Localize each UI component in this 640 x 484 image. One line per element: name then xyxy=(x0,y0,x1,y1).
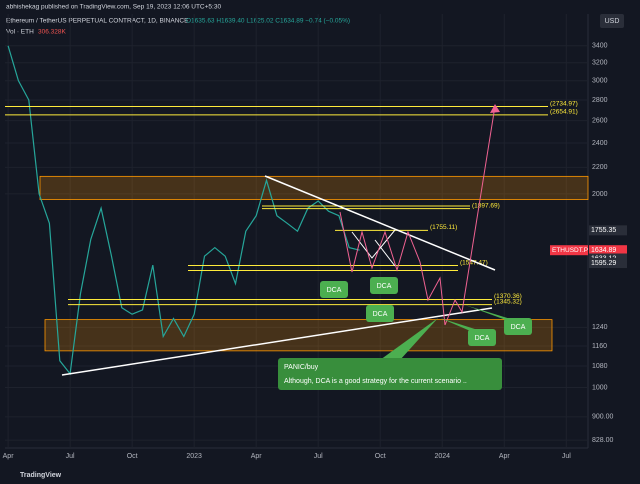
price-axis: Apr Jul Oct 2023 Apr Jul Oct 2024 Apr Jul 3400 3200… xyxy=(3,43,627,460)
level-label: (1755.11) xyxy=(430,224,457,231)
y-tick-label: 1240 xyxy=(592,324,608,331)
y-tick-label: 2200 xyxy=(592,164,608,171)
y-tick-label: 2000 xyxy=(592,191,608,198)
symbol-tag xyxy=(550,245,588,256)
y-tick-label: 3000 xyxy=(592,78,608,85)
x-tick-label: Jul xyxy=(314,453,323,460)
annotations: DCA DCA DCA DCA DCA PANIC/buy Although, … xyxy=(278,277,532,390)
trend-line xyxy=(264,175,496,271)
level-label: (1897.69) xyxy=(472,202,500,209)
y-tick-label: 828.00 xyxy=(592,437,614,444)
price-tag xyxy=(589,258,627,269)
level-label: (2734.97) xyxy=(550,100,578,107)
callout-tail xyxy=(465,305,514,320)
callout-tail xyxy=(440,318,478,330)
y-tick-label: 2800 xyxy=(592,97,608,104)
drawings xyxy=(61,104,500,376)
pattern-line xyxy=(374,239,396,267)
x-tick-label: Jul xyxy=(66,453,75,460)
x-tick-label: Apr xyxy=(499,453,511,460)
volume-label: Vol · ETH xyxy=(6,29,34,36)
level-label: (1547.47) xyxy=(460,259,488,266)
volume-value: 306.328K xyxy=(38,29,66,36)
dca-label: DCA xyxy=(373,311,388,318)
x-tick-label: Jul xyxy=(562,453,571,460)
symbol-label: ETHUSDT.P xyxy=(552,247,588,254)
dca-bubble xyxy=(468,329,496,346)
dca-bubble xyxy=(504,318,532,335)
dca-bubble xyxy=(370,277,398,294)
x-tick-label: Oct xyxy=(127,453,138,460)
dca-bubble xyxy=(320,281,348,298)
dca-bubble xyxy=(366,305,394,322)
y-tick-label: 3200 xyxy=(592,60,608,67)
projection-arrow xyxy=(490,104,500,113)
footer xyxy=(0,466,640,484)
y-tick-label: 2600 xyxy=(592,118,608,125)
level-label: (1345.32) xyxy=(494,298,522,305)
trend-line xyxy=(61,307,493,376)
plot: (2734.97) (2654.91) (1897.69) (1755.11) (154… xyxy=(5,14,589,448)
chart-title: Ethereum / TetherUS PERPETUAL CONTRACT, … xyxy=(6,18,189,25)
currency-box xyxy=(600,14,624,28)
dca-label: DCA xyxy=(327,287,342,294)
dca-label: DCA xyxy=(511,324,526,331)
callout-tail xyxy=(380,318,438,360)
x-tick-label: Apr xyxy=(3,453,15,460)
x-tick-label: Apr xyxy=(251,453,263,460)
y-tick-label: 900.00 xyxy=(592,414,614,421)
note-box xyxy=(278,358,502,390)
y-tick-label: 1080 xyxy=(592,363,608,370)
price-tag-label: 1595.29 xyxy=(591,260,616,267)
y-tick-label: 1000 xyxy=(592,384,608,391)
projection-path xyxy=(339,105,496,326)
price-tag-label: 1755.35 xyxy=(591,227,616,234)
level-label: (2654.91) xyxy=(550,109,578,116)
currency: USD xyxy=(605,18,620,25)
x-tick-label: Oct xyxy=(375,453,386,460)
brand: TradingView xyxy=(20,472,62,479)
note-text: Although, DCA is a good strategy for the… xyxy=(284,378,467,385)
y-tick-label: 1160 xyxy=(592,343,607,350)
note-title: PANIC/buy xyxy=(284,364,319,371)
price-tag xyxy=(589,225,627,236)
published-line: abhishekag published on TradingView.com,… xyxy=(6,4,221,11)
zone xyxy=(39,175,589,200)
dca-label: DCA xyxy=(377,283,392,290)
price-tag-label: 1634.89 xyxy=(591,247,616,254)
x-tick-label: 2023 xyxy=(186,453,202,460)
x-tick-label: 2024 xyxy=(434,453,450,460)
level-label: (1370.36) xyxy=(494,293,522,300)
y-tick-label: 3400 xyxy=(592,43,608,50)
zone xyxy=(44,319,553,352)
y-tick-label: 2400 xyxy=(592,140,608,147)
dca-label: DCA xyxy=(475,335,490,342)
price-line xyxy=(7,45,360,376)
ohlc: O1635.63 H1639.40 L1625.02 C1634.89 −0.7… xyxy=(186,18,350,25)
